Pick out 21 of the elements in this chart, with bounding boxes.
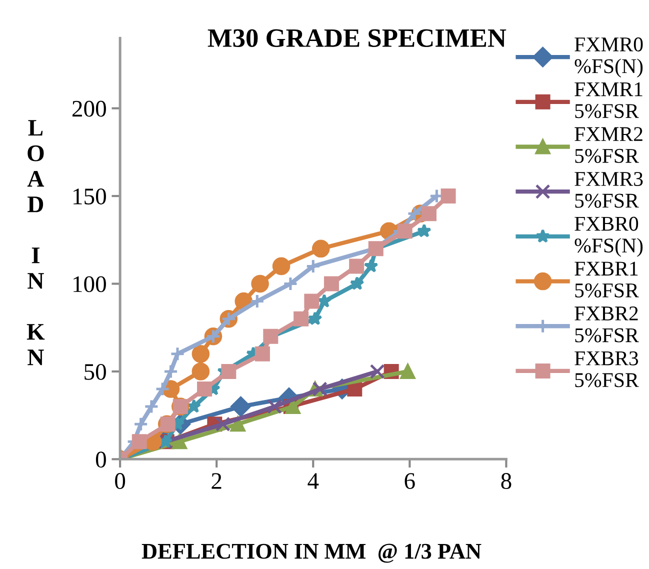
legend-label: FXMR2 5%FSR [574, 127, 642, 163]
y-tick-label: 100 [74, 276, 106, 292]
x-tick-label: 0 [115, 473, 126, 489]
x-tick-label: 2 [212, 473, 222, 489]
legend-label: FXBR3 5%FSR [574, 351, 639, 388]
x-tick-label: 4 [308, 473, 319, 489]
y-tick-label: 200 [72, 100, 106, 117]
legend-label: FXBR0 %FS(N) [574, 216, 643, 257]
x-tick-label: 6 [404, 473, 415, 489]
legend-label: FXMR1 5%FSR [574, 82, 642, 118]
legend-label: FXBR1 5%FSR [574, 262, 639, 298]
y-tick-label: 0 [96, 452, 106, 468]
text: LOAD IN KN [26, 120, 45, 366]
chart-title: M30 GRADE SPECIMEN [208, 29, 506, 48]
legend-label: FXMR3 5%FSR [574, 172, 643, 208]
y-tick-label: 50 [84, 364, 106, 380]
legend-label: FXBR2 5%FSR [574, 306, 639, 342]
legend-label: FXMR0 %FS(N) [574, 37, 643, 78]
x-axis-title: DEFLECTION IN MM @ 1/3 PAN [142, 544, 482, 563]
y-tick-label: 150 [74, 188, 106, 204]
x-tick-label: 8 [501, 473, 512, 489]
